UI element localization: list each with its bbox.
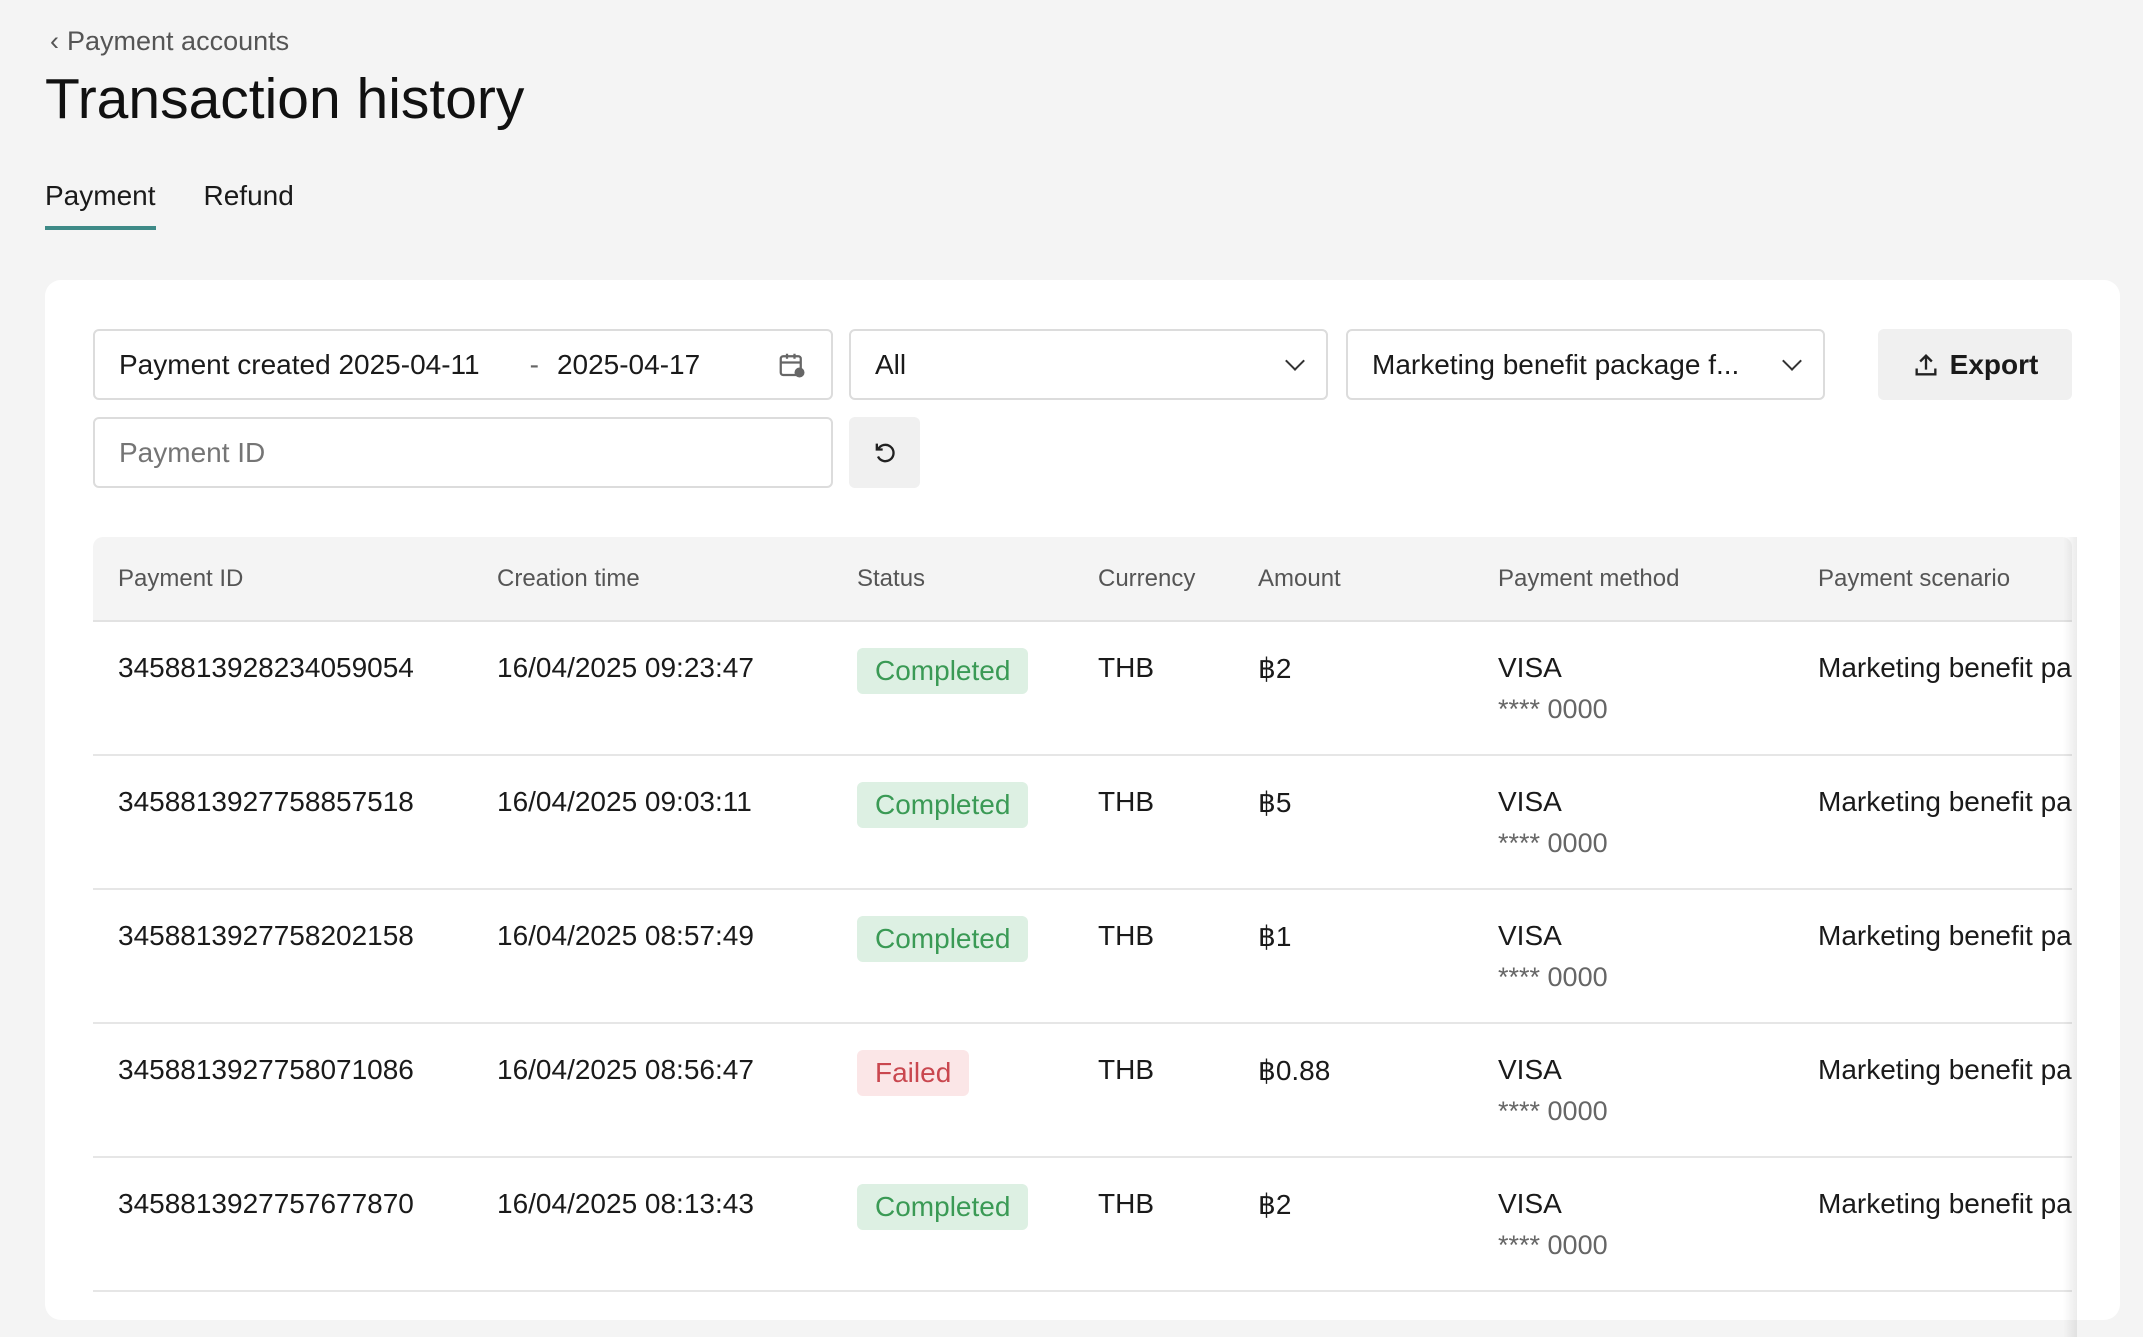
tabs: Payment Refund	[45, 180, 294, 230]
payment-id: 3458813927757677870	[118, 1188, 414, 1219]
export-button[interactable]: Export	[1878, 329, 2072, 400]
card-number: **** 0000	[1498, 828, 1608, 858]
scenario-select-value: Marketing benefit package f...	[1372, 348, 1740, 380]
currency: THB	[1098, 1054, 1154, 1085]
date-range-picker[interactable]: Payment created 2025-04-11 - 2025-04-17	[93, 329, 833, 400]
export-label: Export	[1949, 348, 2039, 380]
column-header: Status	[857, 565, 926, 592]
payment-method: VISA	[1498, 920, 1562, 951]
column-header: Amount	[1258, 565, 1341, 592]
currency: THB	[1098, 786, 1154, 817]
chevron-down-icon	[1782, 350, 1802, 371]
currency: THB	[1098, 920, 1154, 951]
transactions-card: Payment created 2025-04-11 - 2025-04-17 …	[45, 280, 2120, 1337]
breadcrumb-back-link[interactable]: ‹ Payment accounts	[50, 26, 289, 57]
reset-button[interactable]	[849, 417, 920, 488]
payment-id: 3458813927758071086	[118, 1054, 414, 1085]
card-number: **** 0000	[1498, 1096, 1608, 1126]
payment-scenario: Marketing benefit package	[1818, 920, 2072, 951]
amount: ฿1	[1258, 921, 1292, 952]
chevron-left-icon: ‹	[50, 26, 59, 56]
amount: ฿2	[1258, 653, 1292, 684]
tab-refund[interactable]: Refund	[203, 180, 294, 211]
currency: THB	[1098, 1188, 1154, 1219]
payment-scenario: Marketing benefit package	[1818, 652, 2072, 683]
page-title: Transaction history	[45, 67, 525, 131]
card-number: **** 0000	[1498, 1230, 1608, 1260]
column-header: Payment ID	[118, 565, 244, 592]
payment-method: VISA	[1498, 1188, 1562, 1219]
card-number: **** 0000	[1498, 962, 1608, 992]
date-start: 2025-04-11	[338, 348, 480, 380]
date-separator: -	[529, 348, 539, 380]
calendar-icon	[779, 353, 805, 377]
currency: THB	[1098, 652, 1154, 683]
card-number: **** 0000	[1498, 694, 1608, 724]
table-row[interactable]: 3458813927758857518 16/04/2025 09:03:11 …	[93, 756, 2072, 890]
creation-time: 16/04/2025 09:03:11	[497, 786, 752, 817]
amount: ฿0.88	[1258, 1055, 1331, 1086]
chevron-down-icon	[1285, 350, 1305, 371]
status-badge: Failed	[857, 1050, 970, 1096]
table-row[interactable]: 3458813927758202158 16/04/2025 08:57:49 …	[93, 890, 2072, 1024]
amount: ฿5	[1258, 787, 1292, 818]
creation-time: 16/04/2025 09:23:47	[497, 652, 754, 683]
payment-id: 3458813927758857518	[118, 786, 414, 817]
payment-scenario: Marketing benefit package	[1818, 1188, 2072, 1219]
reset-icon	[875, 443, 895, 462]
transactions-table: Payment ID Creation time Status Currency…	[93, 537, 2072, 1337]
payment-method: VISA	[1498, 652, 1562, 683]
payment-scenario: Marketing benefit package	[1818, 786, 2072, 817]
payment-scenario: Marketing benefit package	[1818, 1054, 2072, 1085]
table-row[interactable]: 3458813928234059054 16/04/2025 09:23:47 …	[93, 622, 2072, 756]
tab-payment[interactable]: Payment	[45, 180, 156, 230]
table-row[interactable]: 3458813927758071086 16/04/2025 08:56:47 …	[93, 1024, 2072, 1158]
payment-id: 3458813928234059054	[118, 652, 414, 683]
column-header: Currency	[1098, 565, 1196, 592]
status-badge: Completed	[857, 782, 1029, 828]
creation-time: 16/04/2025 08:13:43	[497, 1188, 754, 1219]
table-row[interactable]: 3458813927757677870 16/04/2025 08:13:43 …	[93, 1158, 2072, 1292]
breadcrumb-label: Payment accounts	[67, 26, 290, 56]
status-badge: Completed	[857, 1184, 1029, 1230]
column-header: Payment scenario	[1818, 565, 2011, 592]
date-range-label: Payment created	[119, 348, 331, 380]
status-select-value: All	[875, 348, 907, 380]
status-badge: Completed	[857, 916, 1029, 962]
column-header: Creation time	[497, 565, 640, 592]
scroll-shadow	[2063, 537, 2077, 1337]
upload-icon	[1915, 353, 1937, 375]
status-select[interactable]: All	[849, 329, 1328, 400]
creation-time: 16/04/2025 08:57:49	[497, 920, 754, 951]
date-end: 2025-04-17	[556, 348, 701, 380]
table-header: Payment ID Creation time Status Currency…	[93, 537, 2072, 622]
status-badge: Completed	[857, 648, 1029, 694]
payment-id-input[interactable]	[93, 417, 833, 488]
creation-time: 16/04/2025 08:56:47	[497, 1054, 754, 1085]
payment-method: VISA	[1498, 786, 1562, 817]
column-header: Payment method	[1498, 565, 1680, 592]
amount: ฿2	[1258, 1189, 1292, 1220]
payment-method: VISA	[1498, 1054, 1562, 1085]
payment-id: 3458813927758202158	[118, 920, 414, 951]
scenario-select[interactable]: Marketing benefit package f...	[1346, 329, 1825, 400]
